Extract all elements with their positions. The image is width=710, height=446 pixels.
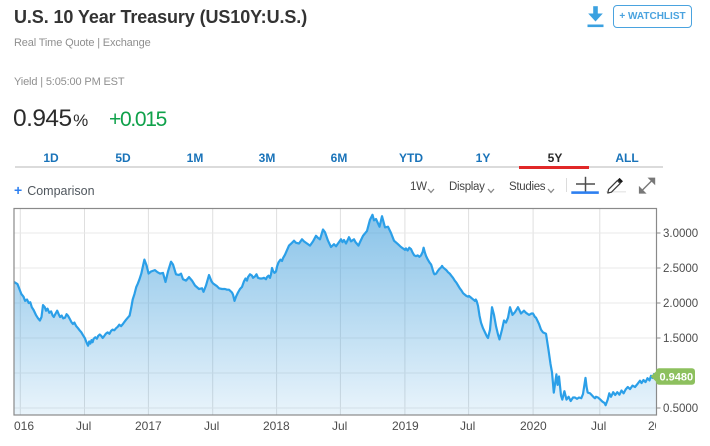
svg-text:3.0000: 3.0000	[663, 228, 698, 240]
svg-text:2.5000: 2.5000	[663, 263, 698, 275]
svg-text:1.5000: 1.5000	[663, 333, 698, 345]
svg-text:0.9480: 0.9480	[660, 372, 694, 384]
svg-text:2.0000: 2.0000	[663, 298, 698, 310]
svg-text:0.5000: 0.5000	[663, 403, 698, 415]
